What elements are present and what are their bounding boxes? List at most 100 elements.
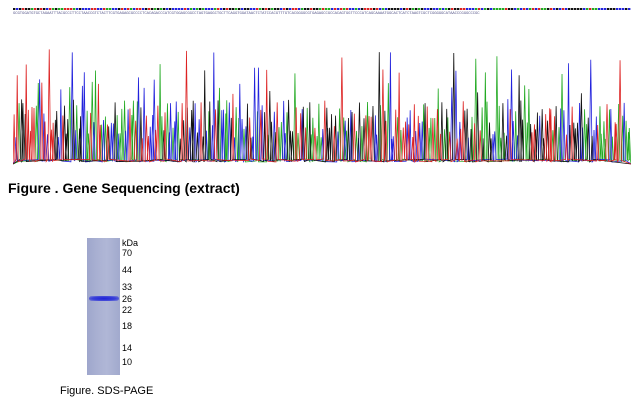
base-call-tick [472, 8, 475, 10]
base-call-tick [625, 8, 628, 10]
base-call-tick [277, 8, 280, 10]
base-call-tick [88, 8, 91, 10]
base-call-tick [121, 8, 124, 10]
base-call-tick [346, 8, 349, 10]
base-call-tick [424, 8, 427, 10]
base-call-tick [28, 8, 31, 10]
base-call-tick [481, 8, 484, 10]
base-call-tick [181, 8, 184, 10]
base-call-tick [259, 8, 262, 10]
base-call-tick [385, 8, 388, 10]
base-call-tick [205, 8, 208, 10]
marker-44-kda: 44 [122, 265, 133, 275]
base-call-tick [523, 8, 526, 10]
base-call-tick [154, 8, 157, 10]
base-call-tick [511, 8, 514, 10]
base-call-tick [13, 8, 16, 10]
base-call-tick [532, 8, 535, 10]
base-call-tick [16, 8, 19, 10]
base-call-tick [160, 8, 163, 10]
base-call-tick [394, 8, 397, 10]
base-call-tick [256, 8, 259, 10]
base-call-tick [469, 8, 472, 10]
base-call-tick [268, 8, 271, 10]
base-call-tick [178, 8, 181, 10]
base-call-tick [280, 8, 283, 10]
base-call-tick [535, 8, 538, 10]
base-call-tick [199, 8, 202, 10]
base-call-tick [166, 8, 169, 10]
kda-unit-label: kDa [122, 238, 139, 248]
base-call-tick [262, 8, 265, 10]
marker-22-kda: 22 [122, 305, 133, 315]
base-call-tick [493, 8, 496, 10]
base-call-tick [235, 8, 238, 10]
base-call-tick [547, 8, 550, 10]
base-call-tick [283, 8, 286, 10]
base-call-tick [220, 8, 223, 10]
base-call-tick [586, 8, 589, 10]
base-call-tick [562, 8, 565, 10]
base-call-tick [244, 8, 247, 10]
sequence-text: GCGTGGATGTGCTAGAATTTACGCCCTTCCTAACCGTCTA… [13, 12, 480, 16]
base-call-tick [196, 8, 199, 10]
base-call-tick [67, 8, 70, 10]
base-call-tick [478, 8, 481, 10]
base-call-tick [148, 8, 151, 10]
base-call-tick [628, 8, 631, 10]
base-call-tick [274, 8, 277, 10]
base-call-tick [601, 8, 604, 10]
base-call-tick [595, 8, 598, 10]
base-call-tick [397, 8, 400, 10]
base-call-tick [175, 8, 178, 10]
base-call-tick [250, 8, 253, 10]
base-call-tick [91, 8, 94, 10]
base-call-tick [541, 8, 544, 10]
marker-33-kda: 33 [122, 282, 133, 292]
base-call-tick [358, 8, 361, 10]
base-call-tick [292, 8, 295, 10]
base-call-tick [202, 8, 205, 10]
base-call-tick [391, 8, 394, 10]
base-call-tick [514, 8, 517, 10]
base-call-tick [226, 8, 229, 10]
base-call-tick [328, 8, 331, 10]
gene-sequencing-caption: Figure . Gene Sequencing (extract) [8, 180, 240, 196]
base-call-tick [82, 8, 85, 10]
base-call-tick [163, 8, 166, 10]
base-call-tick [319, 8, 322, 10]
base-call-tick [592, 8, 595, 10]
base-call-tick [382, 8, 385, 10]
base-call-tick [187, 8, 190, 10]
base-call-tick [103, 8, 106, 10]
base-call-tick [247, 8, 250, 10]
base-call-tick [190, 8, 193, 10]
base-call-tick [373, 8, 376, 10]
sequencing-chromatogram [13, 49, 631, 165]
base-call-tick [484, 8, 487, 10]
base-call-tick [568, 8, 571, 10]
base-call-tick [466, 8, 469, 10]
base-call-tick [37, 8, 40, 10]
base-call-tick [94, 8, 97, 10]
base-call-tick [223, 8, 226, 10]
base-call-tick [598, 8, 601, 10]
base-call-tick [550, 8, 553, 10]
base-call-tick [475, 8, 478, 10]
base-call-tick [70, 8, 73, 10]
base-call-tick [577, 8, 580, 10]
base-call-tick [508, 8, 511, 10]
base-call-tick [136, 8, 139, 10]
base-call-tick [370, 8, 373, 10]
base-call-tick [499, 8, 502, 10]
base-call-tick [433, 8, 436, 10]
base-call-tick [271, 8, 274, 10]
base-call-tick [448, 8, 451, 10]
base-call-tick [505, 8, 508, 10]
protein-band [89, 296, 119, 301]
base-call-tick [457, 8, 460, 10]
base-call-tick [79, 8, 82, 10]
base-call-tick [22, 8, 25, 10]
base-call-tick [607, 8, 610, 10]
base-call-tick [112, 8, 115, 10]
